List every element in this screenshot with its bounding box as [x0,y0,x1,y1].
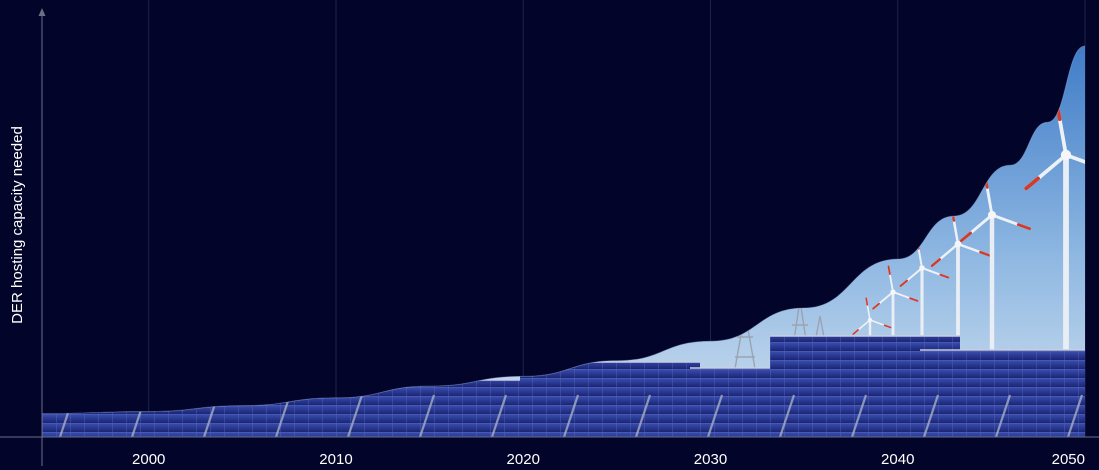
y-axis-arrow-icon [38,8,46,16]
solar-panel [42,379,560,437]
panel-frame [706,394,724,437]
axes [0,8,1099,466]
x-tick-label-2040: 2040 [881,451,914,468]
panel-frame [562,394,580,437]
panel-frame [850,394,868,437]
x-tick-label-2020: 2020 [507,451,540,468]
x-tick-label-2000: 2000 [132,451,165,468]
panel-frame [634,394,652,437]
capacity-curve [41,45,1086,415]
x-tick-label-2050: 2050 [1052,451,1085,468]
panel-frame [490,394,508,437]
solar-panel [920,349,1085,437]
y-axis-label: DER hosting capacity needed [9,126,26,324]
x-tick-label-2030: 2030 [694,451,727,468]
panel-frame [994,394,1012,437]
solar-panel [520,361,700,437]
x-tick-label-2010: 2010 [319,451,352,468]
panel-frame [1066,394,1084,437]
panel-frame [418,394,436,437]
panel-frame [922,394,940,437]
panel-frame [346,394,364,437]
panel-frame [778,394,796,437]
x-tick-labels: 2000 2010 2020 2030 2040 2050 [132,451,1085,468]
